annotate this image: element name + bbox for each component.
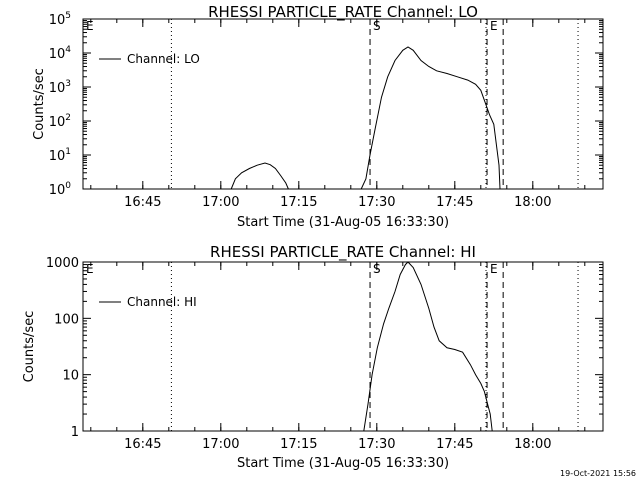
x-tick-label: 18:00	[514, 195, 551, 210]
x-tick-label: 17:45	[436, 195, 473, 210]
x-tick-label: 17:30	[358, 195, 395, 210]
x-tick-label: 17:00	[202, 437, 239, 452]
plot-timestamp: 19-Oct-2021 15:56	[560, 469, 636, 478]
x-axis-label-1: Start Time (31-Aug-05 16:33:30)	[237, 215, 449, 230]
legend-label: Channel: HI	[127, 295, 197, 309]
y-tick-label: 1	[71, 425, 79, 440]
y-tick-base: 10	[49, 81, 66, 96]
series-line-1-segment-1	[230, 162, 289, 190]
chart-title-2: RHESSI PARTICLE_RATE Channel: HI	[210, 243, 476, 262]
y-axis-label-1: Counts/sec	[32, 68, 47, 140]
y-tick-base: 10	[49, 149, 66, 164]
y-tick-exponent: 3	[65, 79, 71, 89]
y-tick-base: 10	[49, 183, 66, 198]
marker-label: E	[490, 19, 498, 33]
y-tick-base: 10	[49, 47, 66, 62]
y-axis-label-2: Counts/sec	[22, 311, 37, 383]
y-tick-label: 103	[49, 79, 71, 96]
marker-label: S	[373, 262, 381, 276]
x-axis-label-2: Start Time (31-Aug-05 16:33:30)	[237, 456, 449, 471]
x-tick-label: 17:15	[280, 437, 317, 452]
x-tick-label: 17:00	[202, 195, 239, 210]
marker-label: S	[373, 19, 381, 33]
y-tick-label: 1000	[46, 256, 79, 271]
y-tick-exponent: 2	[65, 113, 71, 123]
y-tick-label: 100	[54, 312, 79, 327]
y-tick-base: 10	[49, 115, 66, 130]
x-tick-label: 17:45	[436, 437, 473, 452]
marker-label: E	[86, 262, 94, 276]
series-line-1-segment-2	[360, 46, 501, 190]
chart-title-1: RHESSI PARTICLE_RATE Channel: LO	[208, 3, 478, 22]
y-tick-exponent: 4	[65, 45, 71, 55]
x-tick-label: 17:15	[280, 195, 317, 210]
y-tick-label: 104	[49, 45, 72, 62]
y-tick-label: 102	[49, 113, 71, 130]
x-tick-label: 16:45	[124, 437, 161, 452]
y-tick-label: 10	[62, 369, 79, 384]
y-tick-base: 10	[49, 13, 66, 28]
marker-label: E	[86, 19, 94, 33]
y-tick-exponent: 0	[65, 181, 71, 191]
x-tick-label: 16:45	[124, 195, 161, 210]
marker-label: E	[490, 262, 498, 276]
y-tick-label: 101	[49, 147, 71, 164]
y-tick-exponent: 5	[65, 11, 71, 21]
legend-label: Channel: LO	[127, 52, 200, 66]
y-tick-exponent: 1	[65, 147, 71, 157]
x-tick-label: 18:00	[514, 437, 551, 452]
plot-frame-1	[82, 18, 604, 190]
y-tick-label: 100	[49, 181, 72, 198]
y-tick-label: 105	[49, 11, 71, 28]
plot-frame-2	[82, 261, 604, 432]
series-line-2-segment-1	[363, 261, 493, 432]
x-tick-label: 17:30	[358, 437, 395, 452]
